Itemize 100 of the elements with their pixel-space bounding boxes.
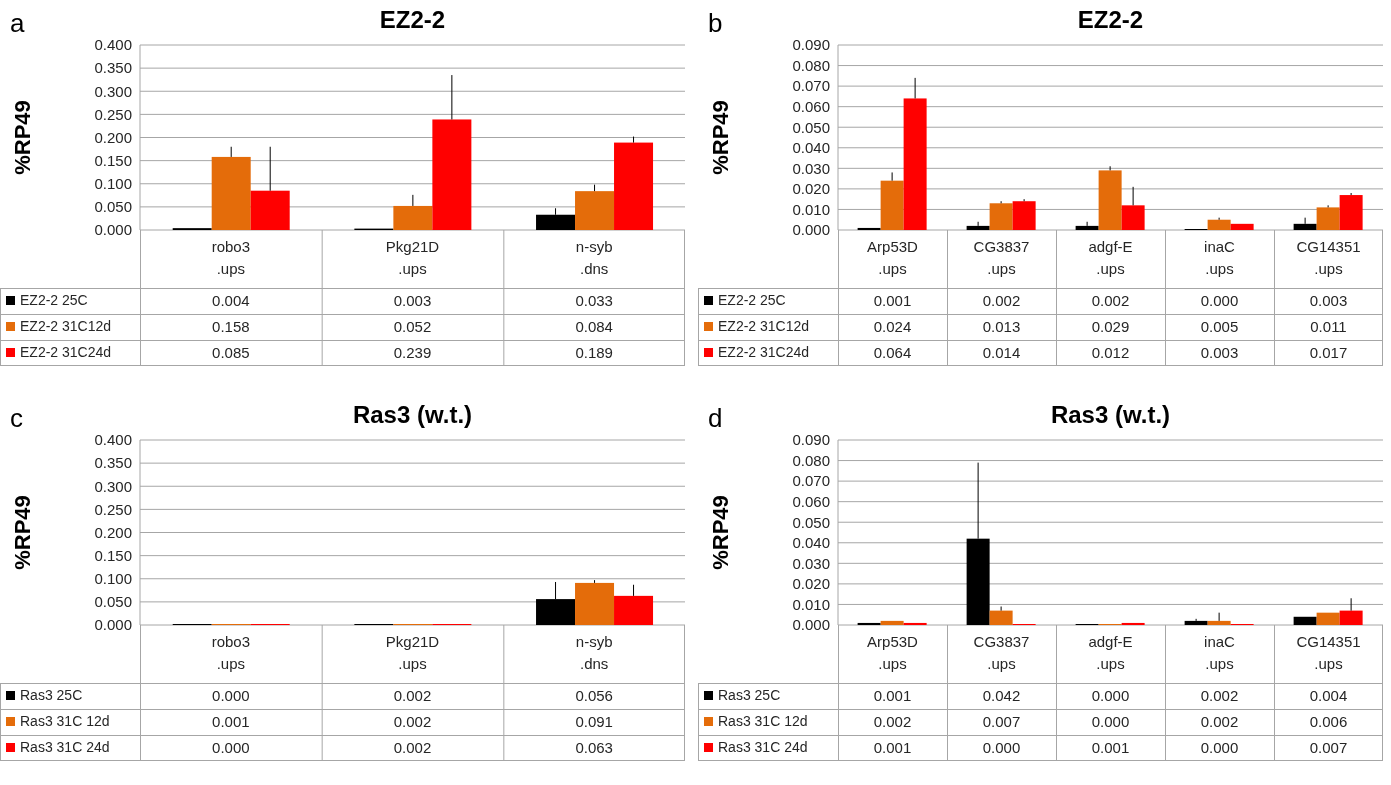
data-label: 0.001 [873, 739, 912, 756]
x-tick-label: Arp53D .ups [866, 237, 919, 279]
x-tick-label: inaC .ups [1203, 237, 1236, 279]
bar [1121, 622, 1145, 625]
data-label: 0.000 [1091, 687, 1130, 704]
data-label: 0.002 [982, 292, 1021, 309]
data-label: 0.000 [1091, 713, 1130, 730]
y-tick-label: 0.030 [792, 554, 830, 572]
data-label: 0.033 [575, 292, 613, 309]
bar [966, 225, 990, 230]
data-label: 0.001 [1091, 739, 1130, 756]
data-label: 0.003 [393, 292, 432, 309]
bar [1230, 223, 1254, 230]
bar [989, 610, 1013, 625]
y-tick-label: 0.350 [94, 454, 132, 472]
y-tick-label: 0.300 [94, 82, 132, 100]
x-tick-label: CG14351 .ups [1295, 632, 1362, 674]
y-tick-label: 0.050 [94, 198, 132, 216]
bar [857, 227, 881, 230]
bar [614, 142, 654, 230]
bar [1339, 195, 1363, 230]
bar [1207, 620, 1231, 625]
legend-label: Ras3 25C [718, 687, 781, 703]
data-label: 0.085 [212, 344, 250, 361]
y-tick-label: 0.000 [94, 221, 132, 239]
y-tick-label: 0.150 [94, 546, 132, 564]
bar [575, 582, 615, 625]
bar [1121, 205, 1145, 230]
y-tick-label: 0.100 [94, 175, 132, 193]
legend-label: Ras3 31C 12d [20, 713, 110, 729]
bar [432, 119, 472, 230]
y-tick-label: 0.070 [792, 77, 830, 95]
data-label: 0.013 [982, 318, 1021, 335]
data-label: 0.024 [873, 318, 912, 335]
y-tick-label: 0.060 [792, 492, 830, 510]
data-label: 0.011 [1310, 318, 1347, 335]
legend-label: EZ2-2 25C [718, 292, 786, 308]
bar [880, 180, 904, 230]
bar [1316, 612, 1340, 625]
y-tick-label: 0.070 [792, 472, 830, 490]
data-label: 0.064 [873, 344, 912, 361]
bar [880, 620, 904, 625]
data-label: 0.239 [393, 344, 432, 361]
x-tick-label: n-syb .dns [574, 632, 614, 674]
y-tick-label: 0.050 [792, 513, 830, 531]
data-label: 0.000 [982, 739, 1021, 756]
y-tick-label: 0.040 [792, 139, 830, 157]
y-tick-label: 0.090 [792, 36, 830, 54]
bar [250, 190, 290, 230]
data-label: 0.000 [212, 687, 250, 704]
data-label: 0.006 [1309, 713, 1348, 730]
legend-label: Ras3 31C 24d [20, 739, 110, 755]
x-tick-label: robo3 .ups [210, 632, 251, 674]
x-tick-label: Pkg21D .ups [384, 632, 441, 674]
data-label: 0.158 [212, 318, 250, 335]
bar [903, 622, 927, 625]
data-label: 0.003 [1309, 292, 1348, 309]
y-tick-label: 0.060 [792, 97, 830, 115]
x-tick-label: n-syb .dns [574, 237, 614, 279]
bar [1207, 219, 1231, 230]
x-tick-label: robo3 .ups [210, 237, 251, 279]
y-tick-label: 0.090 [792, 431, 830, 449]
bar [1339, 610, 1363, 625]
y-tick-label: 0.400 [94, 36, 132, 54]
data-label: 0.003 [1200, 344, 1239, 361]
y-tick-label: 0.020 [792, 575, 830, 593]
y-tick-label: 0.350 [94, 59, 132, 77]
bar [1293, 616, 1317, 625]
bar [1184, 620, 1208, 625]
y-tick-label: 0.050 [94, 593, 132, 611]
data-label: 0.029 [1091, 318, 1130, 335]
legend-label: Ras3 31C 24d [718, 739, 808, 755]
chart-title: Ras3 (w.t.) [1049, 401, 1172, 429]
y-tick-label: 0.400 [94, 431, 132, 449]
y-tick-label: 0.150 [94, 151, 132, 169]
text: c [10, 403, 23, 434]
data-label: 0.000 [1200, 739, 1239, 756]
data-label: 0.000 [212, 739, 250, 756]
legend-label: EZ2-2 31C24d [20, 344, 112, 360]
data-label: 0.002 [393, 687, 432, 704]
y-tick-label: 0.250 [94, 500, 132, 518]
y-tick-label: 0.040 [792, 534, 830, 552]
bar [1012, 201, 1036, 230]
legend-label: EZ2-2 31C24d [718, 344, 810, 360]
text: b [708, 8, 723, 39]
data-label: 0.000 [1200, 292, 1239, 309]
y-tick-label: 0.000 [792, 616, 830, 634]
x-tick-label: inaC .ups [1203, 632, 1236, 674]
data-label: 0.056 [575, 687, 613, 704]
y-tick-label: 0.000 [94, 616, 132, 634]
legend-label: EZ2-2 31C12d [718, 318, 810, 334]
y-tick-label: 0.200 [94, 128, 132, 146]
data-label: 0.002 [393, 713, 432, 730]
data-label: 0.004 [212, 292, 250, 309]
bar [1098, 170, 1122, 230]
bar [393, 205, 433, 230]
chart-title: EZ2-2 [378, 6, 447, 34]
y-tick-label: 0.010 [792, 595, 830, 613]
y-tick-label: 0.250 [94, 105, 132, 123]
data-label: 0.002 [393, 739, 432, 756]
